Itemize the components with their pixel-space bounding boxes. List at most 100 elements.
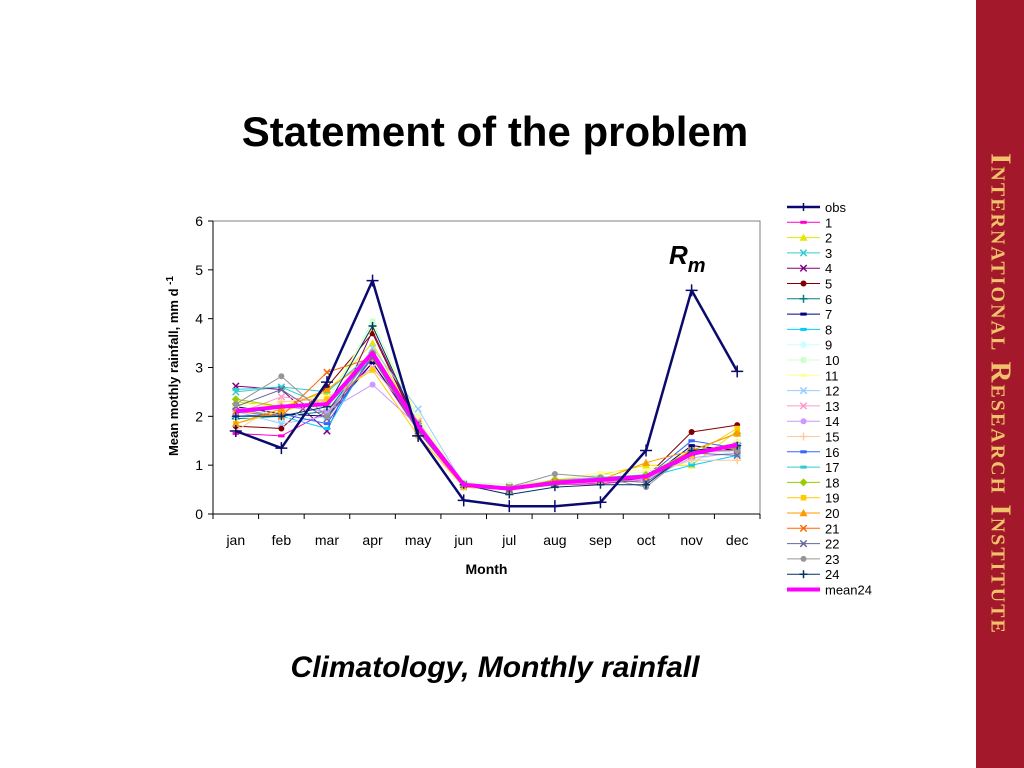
series-line-24 <box>235 325 738 495</box>
data-point-23 <box>278 373 285 380</box>
data-point-24 <box>505 490 514 499</box>
legend-label-24: 24 <box>825 567 839 582</box>
legend-label-3: 3 <box>825 246 832 261</box>
legend-label-15: 15 <box>825 430 839 445</box>
sidebar-institute-name: International Research Institute <box>984 153 1017 635</box>
data-point-19 <box>734 425 741 432</box>
data-point-23 <box>734 447 741 454</box>
legend-marker-17 <box>800 465 807 469</box>
legend-label-21: 21 <box>825 521 839 536</box>
data-point-5 <box>688 428 695 435</box>
data-point-24 <box>277 412 286 421</box>
data-point-17 <box>278 385 285 389</box>
legend-label-22: 22 <box>825 537 839 552</box>
data-point-5 <box>278 425 285 432</box>
data-point-obs <box>275 442 288 455</box>
data-point-20 <box>642 458 651 466</box>
legend-marker-obs <box>799 203 808 211</box>
data-point-19 <box>369 367 376 373</box>
legend-marker-21 <box>799 524 808 533</box>
y-tick-label: 1 <box>195 457 203 473</box>
data-point-11 <box>414 414 422 418</box>
data-point-8 <box>688 463 695 467</box>
data-point-18 <box>231 395 240 404</box>
x-tick-label: nov <box>680 532 703 548</box>
legend-marker-16 <box>800 450 807 454</box>
data-point-24 <box>596 480 605 489</box>
y-axis-title: Mean mothly rainfall, mm d -1 <box>165 276 181 457</box>
series-line-10 <box>235 320 738 486</box>
legend-marker-12 <box>799 386 808 395</box>
data-point-23 <box>323 413 330 420</box>
slide-caption: Climatology, Monthly rainfall <box>290 651 700 684</box>
data-point-24 <box>231 412 240 421</box>
data-point-20 <box>733 429 742 437</box>
sidebar-band <box>976 0 1024 768</box>
legend-label-12: 12 <box>825 384 839 399</box>
x-tick-label: feb <box>272 532 292 548</box>
data-point-8 <box>323 427 331 431</box>
legend-label-1: 1 <box>825 215 832 230</box>
legend-label-7: 7 <box>825 307 832 322</box>
legend-marker-10 <box>800 357 807 363</box>
legend-label-16: 16 <box>825 445 839 460</box>
data-point-11 <box>642 468 650 472</box>
legend-marker-15 <box>799 432 808 441</box>
legend-marker-13 <box>799 402 808 410</box>
legend-label-obs: obs <box>825 200 846 215</box>
data-point-obs <box>320 376 333 389</box>
y-tick-label: 5 <box>195 262 203 278</box>
legend-marker-24 <box>799 570 808 579</box>
y-tick-label: 0 <box>195 506 203 522</box>
legend-marker-5 <box>800 280 807 287</box>
x-tick-label: jun <box>453 532 473 548</box>
data-point-obs <box>366 274 379 287</box>
legend-label-4: 4 <box>825 261 832 276</box>
legend-marker-22 <box>799 539 808 548</box>
x-tick-label: oct <box>637 532 656 548</box>
x-tick-label: jan <box>225 532 245 548</box>
legend-marker-7 <box>800 312 807 316</box>
legend-label-23: 23 <box>825 552 839 567</box>
data-point-17 <box>232 387 239 391</box>
legend-marker-6 <box>799 294 808 303</box>
data-point-24 <box>642 480 651 489</box>
legend-label-14: 14 <box>825 414 839 429</box>
data-point-20 <box>231 419 240 427</box>
data-point-23 <box>551 470 558 477</box>
data-point-16 <box>688 439 695 443</box>
data-point-22 <box>277 385 286 394</box>
data-point-11 <box>734 439 741 443</box>
data-point-19 <box>324 396 330 403</box>
legend-label-19: 19 <box>825 491 839 506</box>
legend-marker-11 <box>800 373 807 377</box>
legend-marker-1 <box>800 220 807 224</box>
legend-label-2: 2 <box>825 231 832 246</box>
legend-marker-4 <box>799 264 808 272</box>
data-point-2 <box>368 339 377 347</box>
data-point-12 <box>414 405 422 413</box>
x-tick-label: apr <box>362 532 383 548</box>
data-point-13 <box>277 393 286 401</box>
x-tick-label: mar <box>315 532 339 548</box>
y-tick-label: 2 <box>195 408 203 424</box>
data-point-obs <box>731 365 744 378</box>
slide-title: Statement of the problem <box>241 108 749 155</box>
legend-marker-14 <box>800 418 807 425</box>
data-point-obs <box>503 500 516 513</box>
data-point-7 <box>369 361 376 365</box>
x-axis-title: Month <box>466 561 508 577</box>
legend-label-5: 5 <box>825 277 832 292</box>
data-point-11 <box>597 470 604 474</box>
data-point-obs <box>457 494 470 507</box>
rm-annotation: Rm <box>669 240 706 277</box>
legend-label-13: 13 <box>825 399 839 414</box>
data-point-obs <box>640 444 653 457</box>
data-point-24 <box>368 321 377 330</box>
data-point-22 <box>733 451 741 460</box>
legend-marker-20 <box>799 509 808 517</box>
data-point-15 <box>733 456 742 465</box>
series-line-mean24 <box>235 350 738 491</box>
legend-label-11: 11 <box>825 368 839 383</box>
